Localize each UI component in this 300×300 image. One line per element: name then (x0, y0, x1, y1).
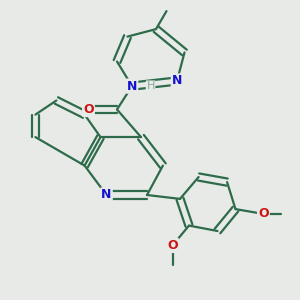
Text: O: O (167, 239, 178, 252)
Text: N: N (101, 188, 112, 202)
Text: O: O (83, 103, 94, 116)
Text: N: N (127, 80, 137, 93)
Text: N: N (172, 74, 182, 88)
Text: O: O (258, 207, 269, 220)
Text: H: H (146, 81, 155, 91)
